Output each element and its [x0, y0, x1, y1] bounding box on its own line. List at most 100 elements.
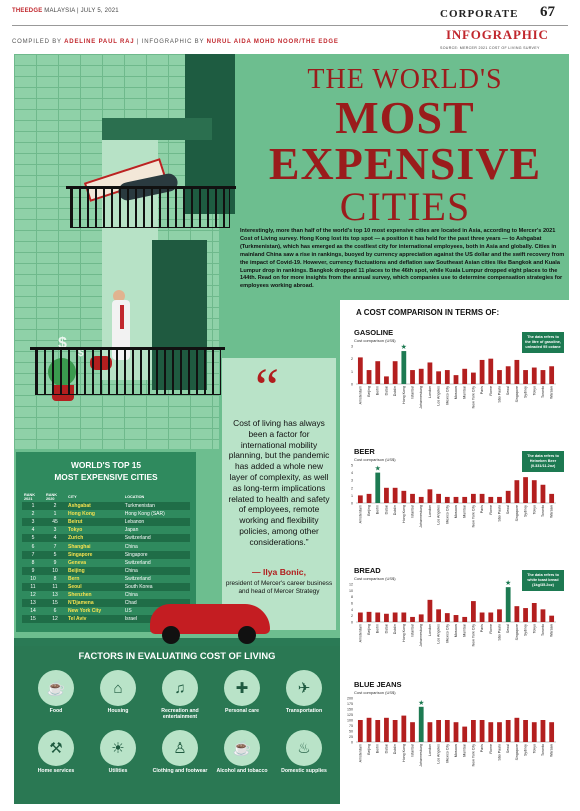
location-cell: Switzerland: [124, 575, 151, 582]
rank-2020-cell: 6: [53, 608, 57, 615]
transportation-icon: ✈: [286, 670, 322, 706]
bar: [514, 359, 520, 384]
chart-axis-label: Cost comparison (US$): [354, 457, 396, 462]
x-tick-label: Dubai: [384, 386, 388, 396]
bar: [488, 722, 494, 742]
rank-2021-cell: 15: [22, 615, 44, 624]
rank-2020-cell: 3: [53, 527, 57, 534]
x-tick-label: Rome: [489, 624, 493, 634]
bar: [453, 615, 459, 622]
x-tick-label: Hong Kong: [402, 505, 406, 523]
bar: [497, 609, 502, 622]
x-tick-label: Dublin: [393, 386, 397, 396]
rank-2020-cell: 15: [44, 599, 66, 608]
bar: [384, 487, 389, 503]
x-tick-label: London: [428, 744, 432, 756]
standing-man-head: [113, 290, 125, 302]
bar: [427, 489, 433, 503]
x-tick-label: Tokyo: [532, 744, 536, 753]
y-tick-label: 1: [351, 494, 353, 498]
table-row: 9 10 Beijing China: [22, 566, 190, 575]
recreation-icon: ♫: [162, 670, 198, 706]
bar: [453, 375, 459, 384]
bar: [514, 717, 520, 742]
standing-man-tie: [120, 305, 124, 329]
x-tick-label: New York City: [471, 624, 475, 647]
rank-2020-cell: 5: [44, 550, 66, 559]
x-tick-label: Moscow: [454, 744, 458, 758]
city-cell: N'Djamena: [66, 599, 123, 608]
bar: [436, 493, 441, 503]
title-line-2: MOST: [335, 92, 475, 143]
x-tick-label: Mumbai: [463, 386, 467, 399]
city-cell: Hong Kong: [68, 511, 95, 518]
masthead-date: MALAYSIA | JULY 5, 2021: [42, 8, 119, 14]
bar: [366, 717, 372, 742]
credits-compiled-prefix: COMPILED BY: [12, 39, 65, 45]
rank-2020-cell: 7: [53, 543, 57, 550]
location-cell: US: [124, 608, 132, 615]
bar: [418, 496, 424, 503]
y-tick-label: 100: [347, 719, 353, 723]
dollar-sign-icon: $: [58, 335, 67, 352]
bar: [497, 722, 502, 742]
city-cell: Ashgabat: [66, 502, 123, 511]
factor-label: Food: [49, 708, 63, 714]
x-tick-label: Rome: [489, 386, 493, 396]
personal-care-icon: ✚: [224, 670, 260, 706]
x-tick-label: Istanbul: [411, 624, 415, 637]
location-cell: Hong Kong (SAR): [124, 511, 165, 518]
bar: [375, 361, 381, 384]
y-tick-label: 2: [351, 486, 353, 490]
city-cell: Tel Aviv: [66, 615, 123, 624]
designer-name: NURUL AIDA MOHD NOOR/THE EDGE: [206, 39, 339, 45]
bar: [497, 496, 502, 503]
table-row: 6 7 Shanghai China: [22, 542, 190, 550]
table-row: 14 6 New York City US: [22, 607, 190, 615]
x-tick-label: Mumbai: [463, 505, 467, 518]
location-cell: Turkmenistan: [122, 502, 190, 511]
y-tick-label: 25: [349, 735, 353, 739]
x-tick-label: São Paulo: [497, 744, 501, 761]
lower-balcony-rail: [30, 347, 225, 350]
page-number: 67: [540, 4, 555, 20]
x-tick-label: Singapore: [515, 386, 519, 402]
city-cell: Beijing: [66, 566, 123, 575]
location-cell: Chad: [122, 599, 190, 608]
y-tick-label: 6: [351, 602, 353, 606]
rank-2021-cell: 11: [22, 582, 44, 592]
x-tick-label: Istanbul: [411, 744, 415, 757]
bar: [523, 477, 528, 503]
bar: [392, 361, 398, 384]
bar: [427, 599, 433, 622]
bar: [471, 493, 476, 503]
y-tick-label: 2: [351, 614, 353, 618]
rank-2021-cell: 2: [31, 511, 35, 518]
bar: [488, 612, 494, 622]
top15-table: RANK 2021 RANK 2020 CITY LOCATION 1 2 Ashg…: [22, 492, 190, 624]
chart-axis-label: Cost comparison (US$): [354, 690, 396, 695]
city-cell: Geneva: [68, 559, 87, 566]
bar: [531, 480, 537, 503]
bar: [444, 720, 450, 742]
factor-label: Transportation: [285, 708, 323, 714]
bar: [357, 612, 363, 622]
y-tick-label: 0: [351, 502, 353, 506]
table-row: 10 8 Bern Switzerland: [22, 575, 190, 583]
x-tick-label: Istanbul: [411, 386, 415, 399]
rank-2021-cell: 10: [30, 575, 36, 582]
rank-2020-cell: 9: [53, 559, 57, 566]
y-tick-label: 0: [351, 621, 353, 625]
rank-2021-cell: 5: [22, 534, 44, 543]
bar: [410, 722, 415, 742]
car-rear-wheel: [238, 626, 256, 644]
x-tick-label: Beijing: [367, 505, 371, 516]
x-tick-label: Sydney: [524, 505, 528, 517]
x-tick-label: São Paulo: [497, 386, 501, 403]
x-tick-label: Seoul: [506, 744, 510, 753]
bar: [549, 722, 555, 742]
bar: [549, 615, 555, 622]
x-tick-label: Hong Kong: [402, 624, 406, 642]
chart-note: The data refers to Heineken Beer (0.331/…: [522, 451, 564, 472]
x-tick-label: Dublin: [393, 744, 397, 754]
